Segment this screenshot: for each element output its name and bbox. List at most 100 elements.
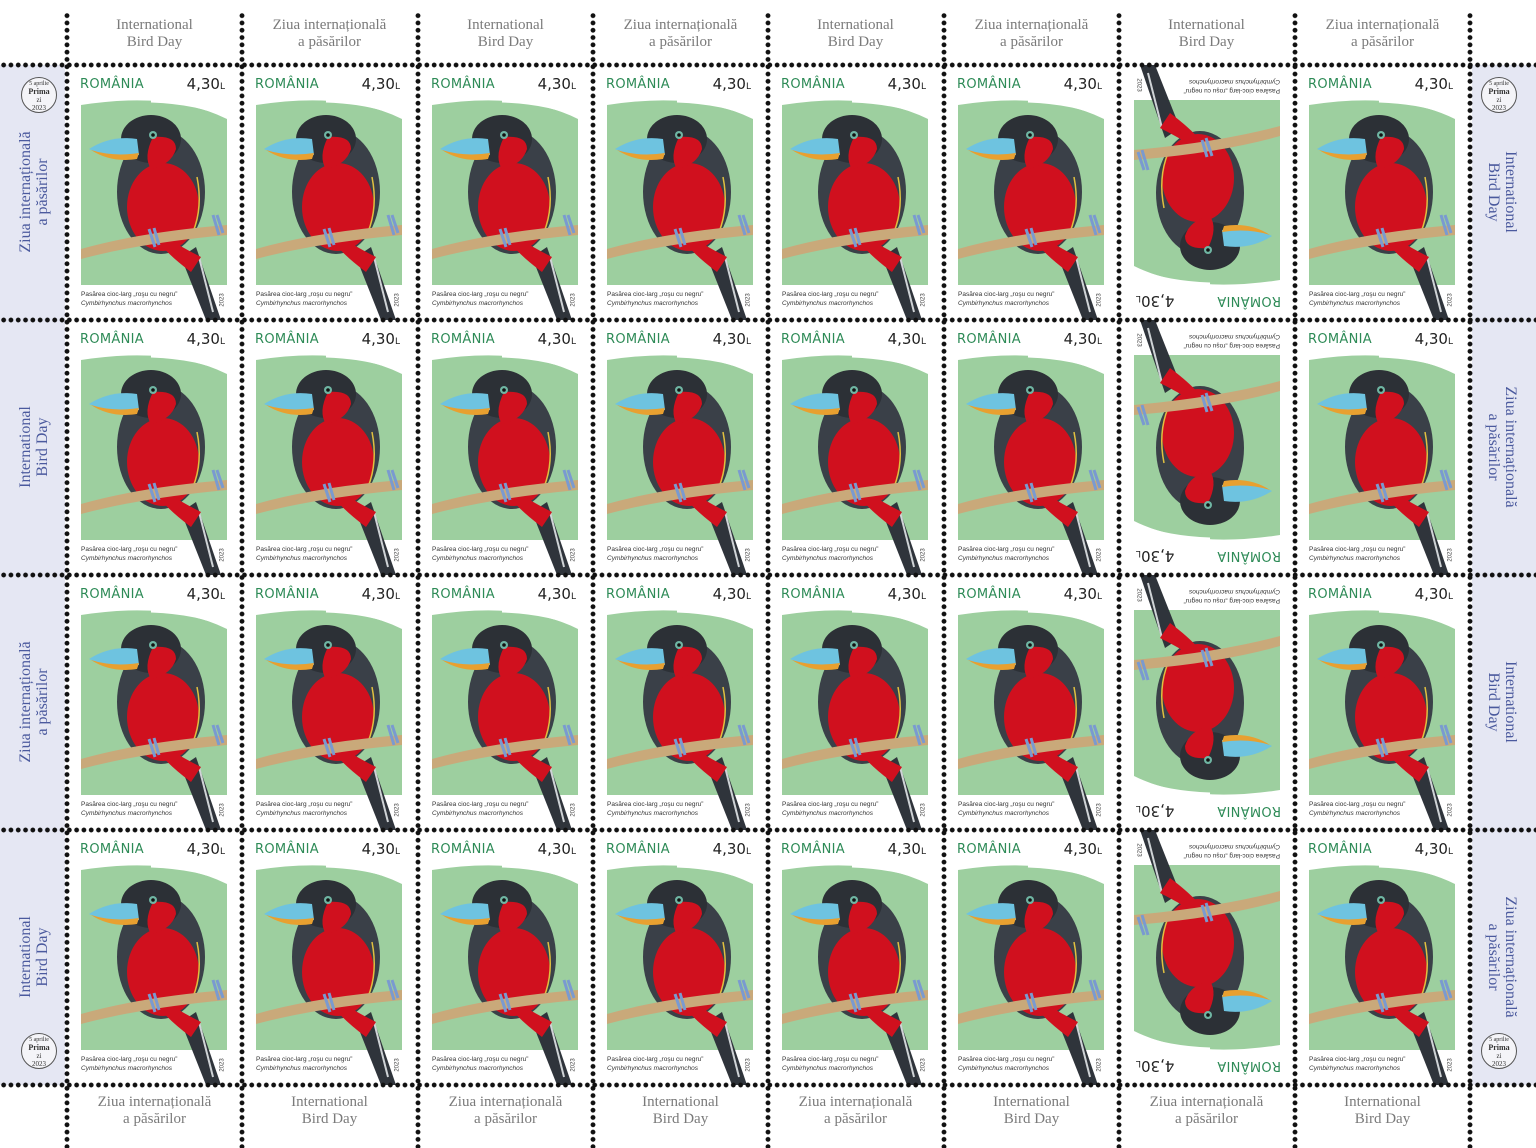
margin-label-line: a păsărilor — [1351, 34, 1414, 50]
stamp: ROMÂNIA 4,30L Pasărea cioc-larg „roşu cu… — [1295, 830, 1470, 1085]
stamp-year: 2023 — [920, 803, 927, 817]
stamp-caption: Pasărea cioc-larg „roşu cu negru” Cymbirh… — [1184, 332, 1280, 350]
value-number: 4,30 — [712, 330, 746, 348]
value-number: 4,30 — [1063, 330, 1097, 348]
stamp-year: 2023 — [745, 293, 752, 307]
value-number: 4,30 — [887, 75, 921, 93]
bird-illustration — [958, 99, 1105, 320]
stamp-caption: Pasărea cioc-larg „roşu cu negru” Cymbirh… — [782, 545, 878, 563]
margin-label-line: Bird Day — [34, 927, 51, 987]
currency: L — [1096, 847, 1102, 857]
stamp-country: ROMÂNIA — [957, 842, 1021, 857]
currency: L — [745, 337, 751, 347]
margin-label-line: Ziua internațională — [974, 17, 1089, 33]
value-number: 4,30 — [1414, 585, 1448, 603]
stamp-value: 4,30L — [362, 75, 400, 93]
value-number: 4,30 — [1414, 75, 1448, 93]
stamp: ROMÂNIA 4,30L Pasărea cioc-larg „roşu cu… — [418, 65, 593, 320]
caption-scientific: Cymbirhynchus macrorhynchos — [1309, 555, 1401, 562]
caption-common: Pasărea cioc-larg „roşu cu negru” — [607, 291, 704, 298]
value-number: 4,30 — [361, 585, 395, 603]
caption-scientific: Cymbirhynchus macrorhynchos — [607, 1065, 699, 1072]
value-number: 4,30 — [1141, 547, 1175, 565]
currency: L — [394, 592, 400, 602]
stamp-country: ROMÂNIA — [957, 77, 1021, 92]
margin-label-line: a păsărilor — [123, 1111, 186, 1127]
stamp: ROMÂNIA 4,30L Pasărea cioc-larg „roşu cu… — [593, 320, 768, 575]
caption-common: Pasărea cioc-larg „roşu cu negru” — [1183, 87, 1280, 94]
margin-label-line: Bird Day — [1178, 34, 1235, 50]
caption-common: Pasărea cioc-larg „roşu cu negru” — [958, 1056, 1055, 1063]
bird-illustration — [1133, 830, 1280, 1051]
stamp-year: 2023 — [745, 803, 752, 817]
stamp: ROMÂNIA 4,30L Pasărea cioc-larg „roşu cu… — [67, 320, 242, 575]
margin-label-line: Bird Day — [301, 1111, 358, 1127]
stamp: ROMÂNIA 4,30L Pasărea cioc-larg „roşu cu… — [944, 320, 1119, 575]
currency: L — [1136, 1058, 1142, 1068]
stamp-caption: Pasărea cioc-larg „roşu cu negru” Cymbirh… — [1184, 842, 1280, 860]
seal-text: zi — [1496, 96, 1502, 104]
caption-common: Pasărea cioc-larg „roşu cu negru” — [81, 291, 178, 298]
margin-label-line: Ziua internațională — [1325, 17, 1440, 33]
stamp-caption: Pasărea cioc-larg „roşu cu negru” Cymbirh… — [1309, 545, 1405, 563]
caption-scientific: Cymbirhynchus macrorhynchos — [1309, 1065, 1401, 1072]
caption-scientific: Cymbirhynchus macrorhynchos — [607, 300, 699, 307]
bird-illustration — [256, 354, 403, 575]
stamp-country: ROMÂNIA — [1308, 332, 1372, 347]
stamp-caption: Pasărea cioc-larg „roşu cu negru” Cymbirh… — [81, 800, 177, 818]
stamp: ROMÂNIA 4,30L Pasărea cioc-larg „roşu cu… — [1119, 830, 1294, 1085]
margin-label-line: International — [1168, 17, 1245, 33]
currency: L — [570, 337, 576, 347]
perforation-column — [1292, 12, 1298, 1148]
caption-common: Pasărea cioc-larg „roşu cu negru” — [1183, 597, 1280, 604]
caption-common: Pasărea cioc-larg „roşu cu negru” — [607, 546, 704, 553]
bird-illustration — [1133, 320, 1280, 541]
left-margin-label: International Bird Day — [17, 347, 51, 547]
bird-illustration — [1309, 864, 1456, 1085]
bird-illustration — [1133, 65, 1280, 286]
caption-scientific: Cymbirhynchus macrorhynchos — [782, 1065, 874, 1072]
stamp: ROMÂNIA 4,30L Pasărea cioc-larg „roşu cu… — [944, 65, 1119, 320]
stamp-country: ROMÂNIA — [255, 77, 319, 92]
stamp-value: 4,30L — [713, 585, 751, 603]
stamp-country: ROMÂNIA — [781, 842, 845, 857]
value-number: 4,30 — [712, 840, 746, 858]
currency: L — [920, 82, 926, 92]
stamp-value: 4,30L — [538, 330, 576, 348]
stamp: ROMÂNIA 4,30L Pasărea cioc-larg „roşu cu… — [768, 830, 943, 1085]
bottom-margin-label: Ziua internațională a păsărilor — [1119, 1094, 1294, 1128]
stamp-year: 2023 — [920, 548, 927, 562]
stamp: ROMÂNIA 4,30L Pasărea cioc-larg „roşu cu… — [593, 830, 768, 1085]
stamp-caption: Pasărea cioc-larg „roşu cu negru” Cymbirh… — [1309, 1055, 1405, 1073]
stamp: ROMÂNIA 4,30L Pasărea cioc-larg „roşu cu… — [1119, 65, 1294, 320]
caption-scientific: Cymbirhynchus macrorhynchos — [958, 1065, 1050, 1072]
value-number: 4,30 — [887, 840, 921, 858]
top-margin-label: Ziua internațională a păsărilor — [242, 17, 417, 51]
margin-label-line: a păsărilor — [1000, 34, 1063, 50]
margin-label-line: Bird Day — [1485, 162, 1502, 222]
caption-scientific: Cymbirhynchus macrorhynchos — [256, 1065, 348, 1072]
stamp: ROMÂNIA 4,30L Pasărea cioc-larg „roşu cu… — [768, 320, 943, 575]
caption-scientific: Cymbirhynchus macrorhynchos — [1309, 810, 1401, 817]
stamp-value: 4,30L — [1064, 330, 1102, 348]
bird-illustration — [432, 864, 579, 1085]
margin-label-line: Ziua internațională — [623, 17, 738, 33]
stamp-caption: Pasărea cioc-larg „roşu cu negru” Cymbirh… — [958, 1055, 1054, 1073]
caption-scientific: Cymbirhynchus macrorhynchos — [81, 300, 173, 307]
bird-illustration — [607, 609, 754, 830]
bird-illustration — [782, 864, 929, 1085]
bird-illustration — [782, 354, 929, 575]
stamp-country: ROMÂNIA — [80, 842, 144, 857]
stamp-caption: Pasărea cioc-larg „roşu cu negru” Cymbirh… — [256, 545, 352, 563]
stamp-year: 2023 — [570, 548, 577, 562]
stamp-value: 4,30L — [187, 330, 225, 348]
value-number: 4,30 — [537, 840, 571, 858]
stamp-year: 2023 — [570, 1058, 577, 1072]
caption-common: Pasărea cioc-larg „roşu cu negru” — [432, 801, 529, 808]
stamp-caption: Pasărea cioc-larg „roşu cu negru” Cymbirh… — [607, 1055, 703, 1073]
currency: L — [1447, 337, 1453, 347]
margin-label-line: International — [1502, 151, 1519, 233]
caption-common: Pasărea cioc-larg „roşu cu negru” — [432, 546, 529, 553]
perforation-column — [415, 12, 421, 1148]
margin-label-line: a păsărilor — [474, 1111, 537, 1127]
